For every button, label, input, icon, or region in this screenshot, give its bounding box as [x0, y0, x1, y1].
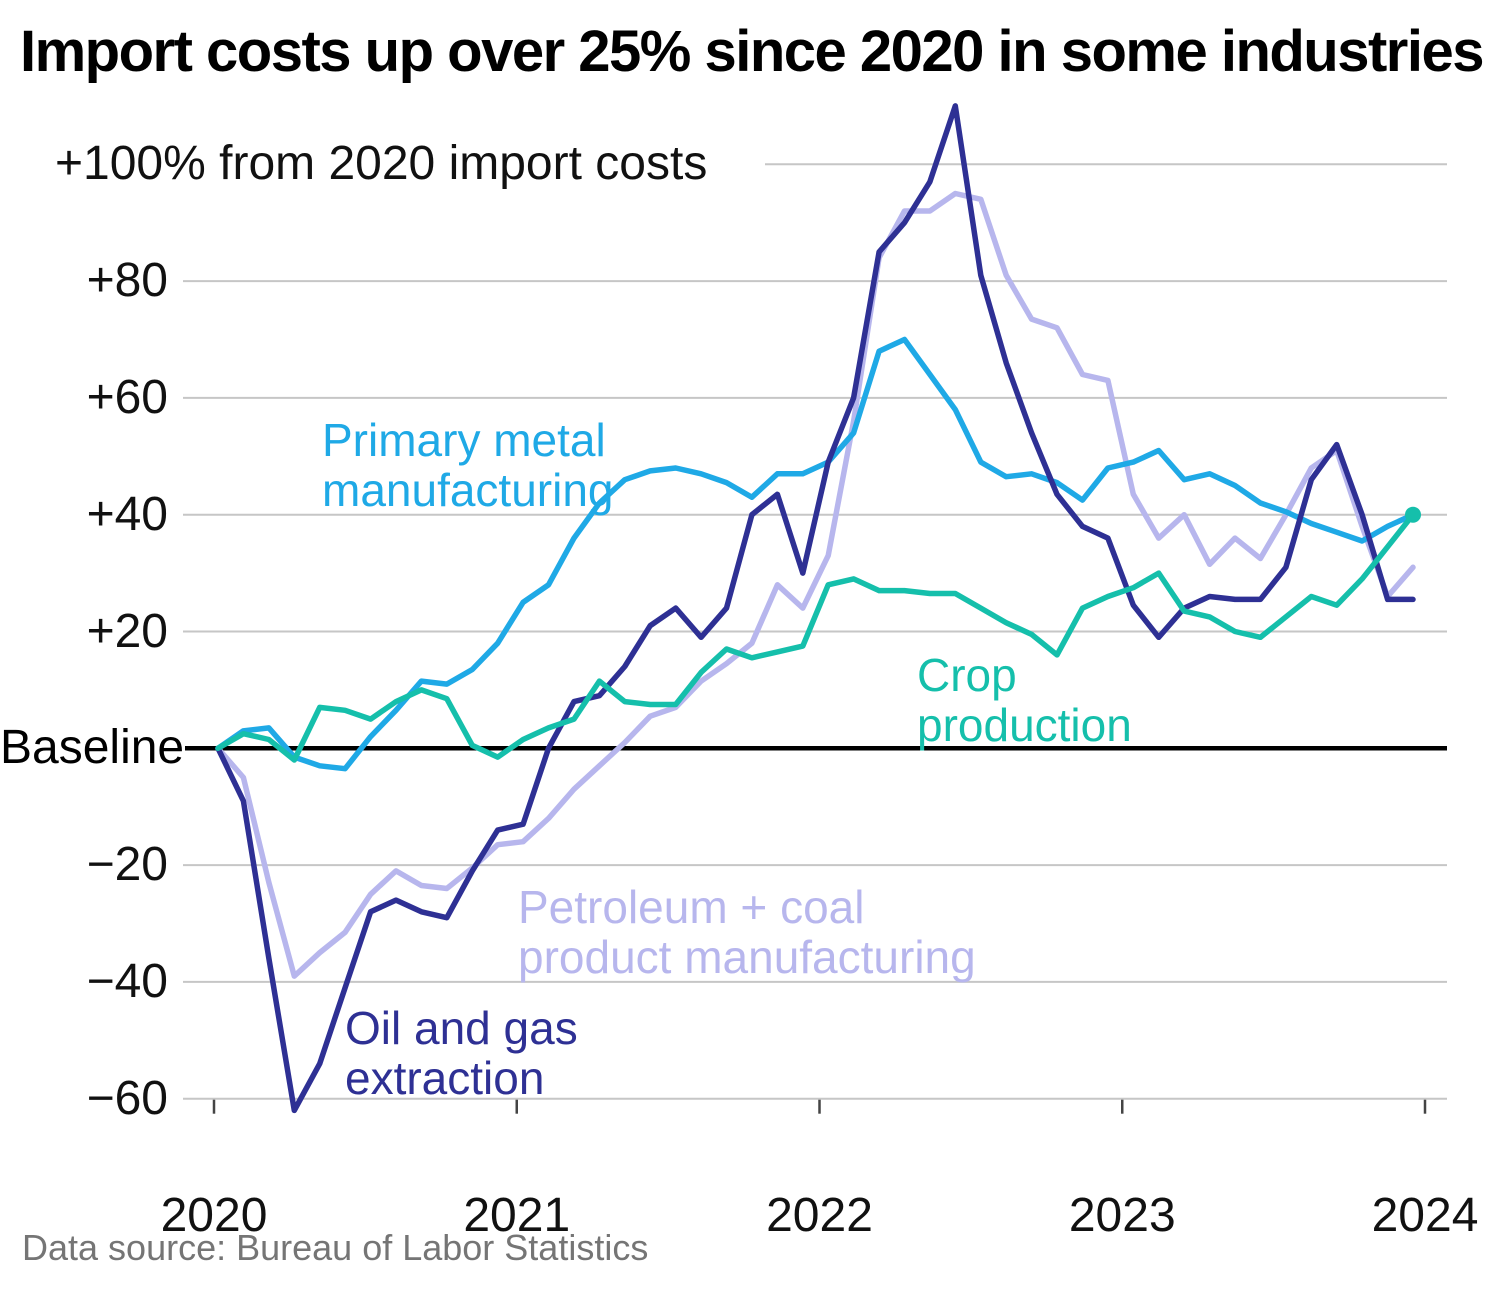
- x-tick-label-2024: 2024: [1371, 1189, 1479, 1242]
- series-line-primary-metal-manufacturing: [215, 336, 1416, 772]
- x-tick-label-2020: 2020: [160, 1189, 268, 1242]
- y-tick-label-40: +40: [86, 487, 168, 541]
- x-tick-label-2022: 2022: [766, 1189, 873, 1242]
- y-tick-label--60: −60: [86, 1071, 168, 1125]
- series-line-petroleum-coal-product-manufacturing: [215, 190, 1416, 979]
- y-tick-label--40: −40: [86, 954, 168, 1008]
- chart-title: Import costs up over 25% since 2020 in s…: [20, 19, 1485, 84]
- y-axis-unit-label: +100% from 2020 import costs: [55, 137, 708, 190]
- series-label-primary-metal-manufacturing: Primary metal manufacturing: [322, 414, 614, 516]
- baseline-label: Baseline: [0, 721, 185, 774]
- data-source-note: Data source: Bureau of Labor Statistics: [22, 1227, 649, 1268]
- y-tick-label--20: −20: [86, 838, 168, 892]
- x-tick-label-2023: 2023: [1068, 1189, 1176, 1242]
- series-end-dot-crop-production: [1405, 506, 1421, 523]
- series-label-crop-production: Crop production: [917, 649, 1132, 751]
- y-tick-label-20: +20: [86, 604, 168, 658]
- series-line-crop-production: [215, 511, 1416, 763]
- series-label-petroleum-coal-product-manufacturing: Petroleum + coal product manufacturing: [518, 881, 976, 983]
- x-tick-label-2021: 2021: [463, 1189, 571, 1242]
- y-tick-label-60: +60: [86, 370, 168, 424]
- series-line-oil-and-gas-extraction: [215, 103, 1416, 1114]
- y-tick-label-80: +80: [86, 254, 168, 308]
- series-label-oil-and-gas-extraction: Oil and gas extraction: [345, 1002, 578, 1104]
